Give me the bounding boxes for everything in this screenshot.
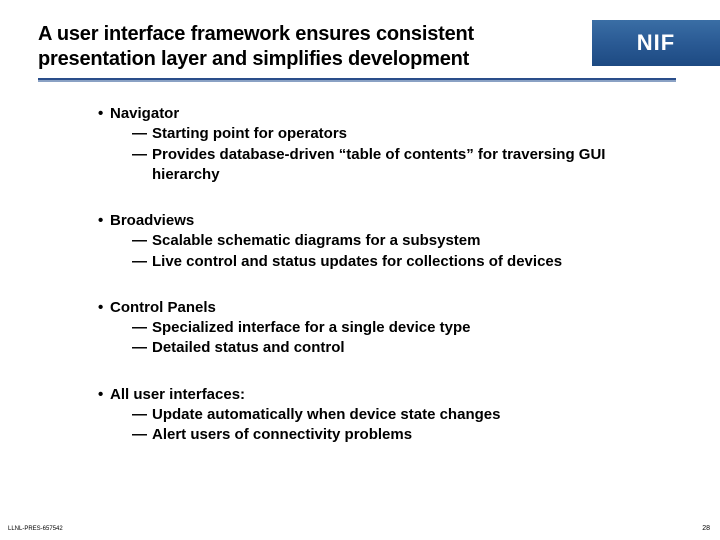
title-block: A user interface framework ensures consi… xyxy=(0,22,592,72)
bullet-lvl2: Scalable schematic diagrams for a subsys… xyxy=(98,231,672,251)
slide-title: A user interface framework ensures consi… xyxy=(38,22,582,72)
bullet-lvl2: Starting point for operators xyxy=(98,124,672,144)
bullet-group: Navigator Starting point for operators P… xyxy=(98,104,672,185)
bullet-lvl1: Broadviews xyxy=(98,211,672,231)
bullet-group: Control Panels Specialized interface for… xyxy=(98,298,672,359)
content-area: Navigator Starting point for operators P… xyxy=(0,80,720,445)
bullet-lvl2: Live control and status updates for coll… xyxy=(98,252,672,272)
bullet-lvl2: Specialized interface for a single devic… xyxy=(98,318,672,338)
header-row: A user interface framework ensures consi… xyxy=(0,0,720,72)
footer-doc-id: LLNL-PRES-657542 xyxy=(8,526,63,532)
page-number: 28 xyxy=(702,525,710,532)
bullet-lvl2: Alert users of connectivity problems xyxy=(98,425,672,445)
logo-text: NIF xyxy=(637,30,675,56)
bullet-lvl2: Detailed status and control xyxy=(98,338,672,358)
logo: NIF xyxy=(592,20,720,66)
bullet-lvl2: Provides database-driven “table of conte… xyxy=(98,145,672,186)
bullet-group: Broadviews Scalable schematic diagrams f… xyxy=(98,211,672,272)
bullet-group: All user interfaces: Update automaticall… xyxy=(98,385,672,446)
bullet-lvl1: Navigator xyxy=(98,104,672,124)
bullet-lvl1: All user interfaces: xyxy=(98,385,672,405)
bullet-lvl1: Control Panels xyxy=(98,298,672,318)
bullet-lvl2: Update automatically when device state c… xyxy=(98,405,672,425)
